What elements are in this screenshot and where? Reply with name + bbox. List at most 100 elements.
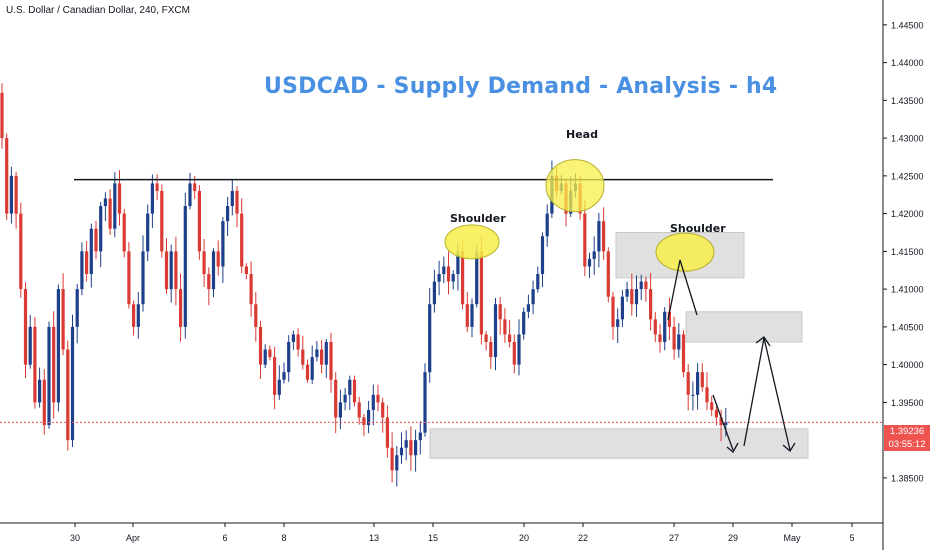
candle-body: [0, 92, 4, 139]
candle-body: [371, 394, 375, 410]
candle-body: [611, 296, 615, 327]
candle-body: [461, 251, 465, 305]
candle-body: [202, 251, 206, 275]
symbol-label: U.S. Dollar / Canadian Dollar, 240, FXCM: [6, 5, 190, 16]
candle-body: [56, 289, 60, 403]
candle-body: [207, 274, 211, 290]
candle-body: [672, 326, 676, 350]
candle-body: [211, 251, 216, 290]
candle-body: [52, 326, 56, 403]
time-tick-label: 6: [222, 533, 227, 543]
candle-body: [80, 251, 84, 290]
arrowhead-1: [726, 442, 739, 454]
candle-body: [169, 251, 173, 290]
candle-body: [724, 422, 728, 426]
candle-body: [385, 417, 389, 448]
head-circle: [545, 159, 605, 213]
candle-body: [277, 379, 281, 395]
candle-body: [99, 206, 103, 252]
candle-body: [94, 228, 98, 252]
candle-body: [475, 251, 479, 305]
candle-body: [221, 221, 225, 267]
candle-body: [451, 274, 455, 282]
candle-body: [395, 455, 399, 471]
candle-body: [592, 251, 596, 259]
candle-body: [423, 372, 427, 433]
candle-body: [352, 379, 357, 403]
time-tick-label: 8: [281, 533, 286, 543]
arrowhead-up: [755, 336, 771, 347]
candle-body: [644, 281, 648, 290]
candle-body: [710, 402, 714, 410]
candle-body: [282, 372, 286, 380]
candle-body: [630, 289, 634, 305]
candle-body: [155, 183, 159, 191]
candle-body: [357, 402, 361, 418]
time-tick-label: 20: [519, 533, 529, 543]
candle-body: [367, 409, 371, 426]
candle-body: [324, 341, 328, 365]
time-tick-label: 5: [849, 533, 854, 543]
candle-body: [89, 228, 93, 275]
candle-body: [160, 190, 164, 252]
candle-body: [141, 251, 145, 305]
candle-body: [705, 387, 709, 403]
price-tick-label: 1.42000: [891, 209, 924, 219]
demand-zone: [429, 428, 809, 459]
left-shoulder-circle: [444, 224, 500, 260]
candle-body: [540, 236, 545, 275]
candle-body: [536, 274, 540, 290]
time-tick-label: 15: [428, 533, 438, 543]
time-tick-label: 13: [369, 533, 379, 543]
candle-body: [437, 274, 441, 282]
candle-body: [376, 394, 380, 403]
candle-body: [512, 341, 516, 365]
candle-body: [663, 311, 667, 342]
candle-body: [249, 274, 253, 305]
candle-body: [244, 266, 248, 275]
candle-body: [75, 289, 79, 327]
candle-body: [442, 266, 446, 275]
price-tick-label: 1.39500: [891, 398, 924, 408]
candle-body: [28, 326, 32, 365]
candle-body: [42, 379, 46, 426]
candle-body: [583, 213, 587, 267]
candle-body: [597, 221, 601, 252]
price-tick-label: 1.41000: [891, 285, 924, 295]
candle-body: [305, 364, 310, 380]
candle-body: [616, 319, 620, 327]
candle-body: [117, 183, 122, 214]
candle-body: [446, 266, 451, 282]
candle-body: [338, 402, 342, 418]
candle-body: [381, 402, 385, 418]
candle-body: [136, 304, 140, 327]
candle-body: [329, 341, 333, 380]
candle-body: [132, 304, 136, 327]
candle-body: [254, 304, 258, 327]
candle-body: [503, 319, 507, 335]
price-tick-label: 1.40500: [891, 322, 924, 332]
candle-body: [465, 304, 469, 327]
right-shoulder-circle: [655, 232, 715, 272]
candle-body: [23, 289, 28, 365]
candle-body: [667, 311, 671, 327]
candle-body: [489, 341, 493, 358]
candle-body: [470, 304, 474, 327]
candle-body: [418, 432, 422, 441]
candle-body: [696, 372, 700, 395]
candle-body: [240, 213, 244, 267]
candle-body: [587, 258, 592, 267]
time-tick-label: Apr: [126, 533, 140, 543]
time-tick-label: 30: [70, 533, 80, 543]
candle-body: [479, 251, 483, 335]
candle-body: [179, 289, 183, 327]
candle-body: [658, 334, 662, 342]
candle-body: [498, 304, 502, 320]
candle-body: [409, 440, 413, 456]
candle-body: [404, 440, 408, 448]
candle-body: [414, 440, 418, 456]
candle-body: [653, 319, 657, 335]
current-price-tag: 1.39236: [884, 425, 930, 438]
